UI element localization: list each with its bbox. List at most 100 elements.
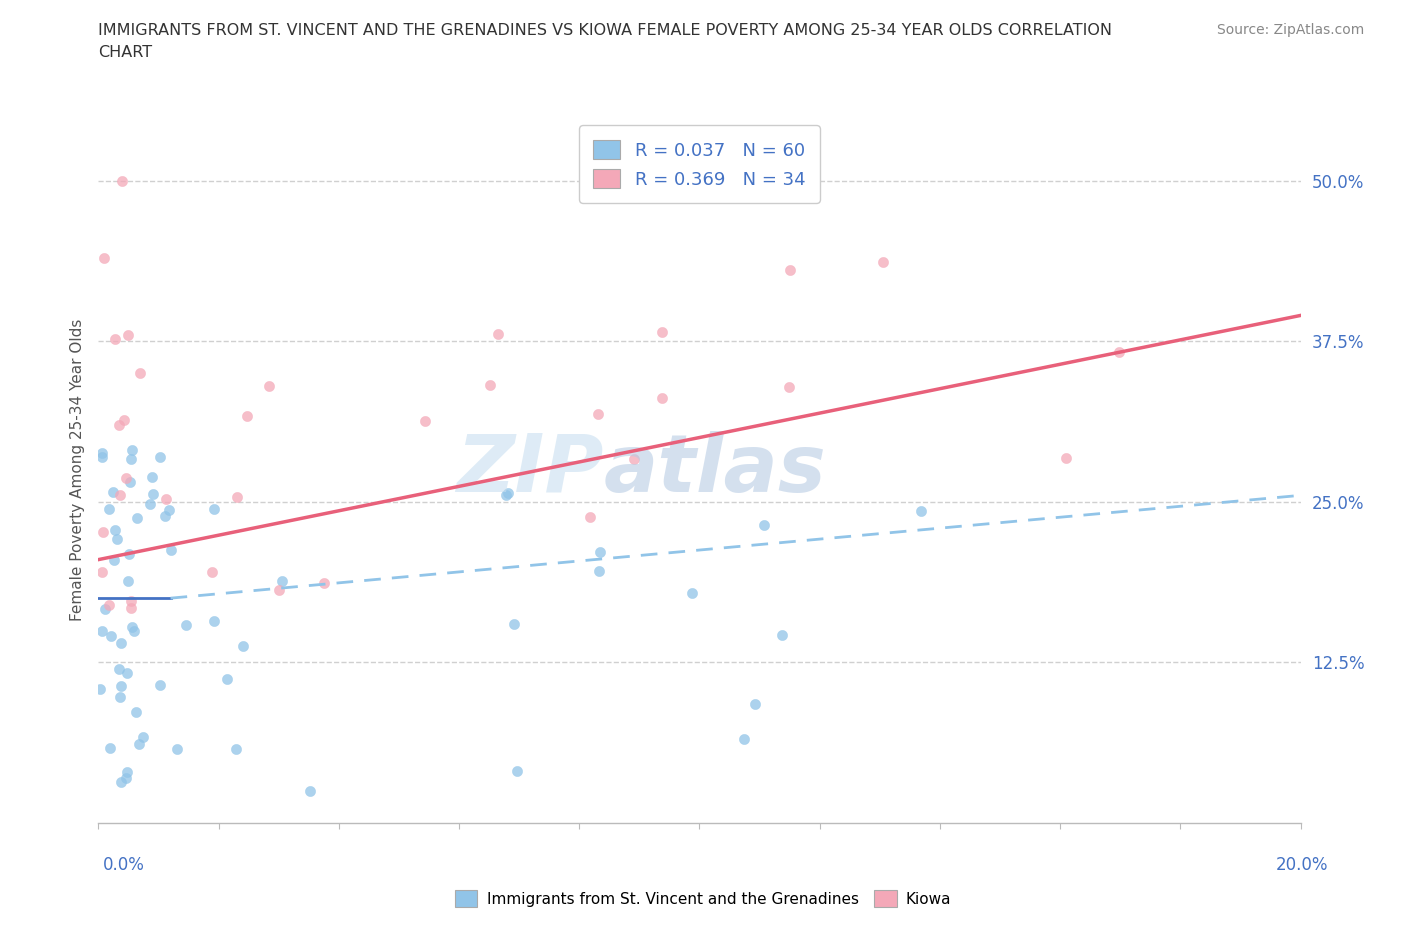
Point [104, 523, 127, 538]
Point [496, 485, 519, 500]
Point [93, 250, 115, 265]
Point [495, 488, 517, 503]
Point [257, 379, 280, 393]
Point [578, 510, 600, 525]
Point [121, 619, 143, 634]
Point [778, 379, 800, 394]
Point [744, 697, 766, 711]
Point [117, 574, 139, 589]
Point [128, 737, 150, 751]
Point [299, 784, 322, 799]
Point [107, 418, 129, 432]
Point [202, 501, 225, 516]
Text: ZIP: ZIP [456, 431, 603, 509]
Point [149, 678, 172, 693]
Point [105, 532, 128, 547]
Point [110, 679, 132, 694]
Point [160, 543, 183, 558]
Point [413, 413, 436, 428]
Y-axis label: Female Poverty Among 25-34 Year Olds: Female Poverty Among 25-34 Year Olds [69, 318, 84, 621]
Text: IMMIGRANTS FROM ST. VINCENT AND THE GRENADINES VS KIOWA FEMALE POVERTY AMONG 25-: IMMIGRANTS FROM ST. VINCENT AND THE GREN… [98, 23, 1112, 38]
Point [91, 565, 114, 579]
Point [153, 509, 176, 524]
Point [226, 489, 249, 504]
Point [269, 583, 291, 598]
Point [232, 638, 254, 653]
Text: atlas: atlas [603, 431, 827, 509]
Point [121, 442, 143, 457]
Point [91, 525, 114, 539]
Point [120, 593, 142, 608]
Point [236, 408, 259, 423]
Point [910, 503, 932, 518]
Text: CHART: CHART [98, 45, 152, 60]
Point [125, 511, 148, 525]
Point [118, 547, 141, 562]
Point [91, 450, 114, 465]
Point [733, 732, 755, 747]
Point [122, 624, 145, 639]
Point [201, 565, 224, 579]
Point [108, 661, 131, 676]
Point [117, 666, 139, 681]
Point [103, 552, 125, 567]
Point [1054, 450, 1077, 465]
Point [478, 378, 501, 392]
Point [312, 576, 335, 591]
Point [779, 263, 801, 278]
Point [588, 564, 610, 578]
Point [139, 497, 162, 512]
Point [118, 474, 141, 489]
Point [157, 502, 180, 517]
Text: 0.0%: 0.0% [103, 856, 145, 874]
Point [98, 501, 121, 516]
Point [104, 332, 127, 347]
Point [110, 636, 132, 651]
Text: Source: ZipAtlas.com: Source: ZipAtlas.com [1216, 23, 1364, 37]
Point [770, 628, 793, 643]
Point [131, 730, 153, 745]
Point [486, 326, 509, 341]
Text: 20.0%: 20.0% [1277, 856, 1329, 874]
Point [142, 486, 165, 501]
Point [752, 517, 775, 532]
Point [120, 601, 142, 616]
Point [202, 613, 225, 628]
Point [110, 775, 132, 790]
Point [174, 618, 197, 632]
Point [89, 682, 111, 697]
Point [108, 487, 131, 502]
Point [94, 602, 117, 617]
Point [506, 764, 529, 778]
Point [155, 491, 177, 506]
Point [503, 617, 526, 631]
Point [90, 623, 112, 638]
Point [1108, 344, 1130, 359]
Point [117, 327, 139, 342]
Point [651, 391, 673, 405]
Point [110, 690, 132, 705]
Point [166, 741, 188, 756]
Point [589, 545, 612, 560]
Point [217, 671, 239, 686]
Point [117, 764, 139, 779]
Point [586, 406, 609, 421]
Point [115, 770, 138, 785]
Legend: Immigrants from St. Vincent and the Grenadines, Kiowa: Immigrants from St. Vincent and the Gren… [449, 884, 957, 913]
Legend: R = 0.037   N = 60, R = 0.369   N = 34: R = 0.037 N = 60, R = 0.369 N = 34 [579, 126, 820, 203]
Point [115, 471, 138, 485]
Point [141, 470, 163, 485]
Point [129, 365, 152, 380]
Point [225, 741, 247, 756]
Point [872, 255, 894, 270]
Point [271, 574, 294, 589]
Point [124, 705, 146, 720]
Point [651, 325, 673, 339]
Point [98, 598, 121, 613]
Point [100, 629, 122, 644]
Point [91, 446, 114, 461]
Point [98, 740, 121, 755]
Point [111, 173, 134, 188]
Point [681, 586, 703, 601]
Point [149, 450, 172, 465]
